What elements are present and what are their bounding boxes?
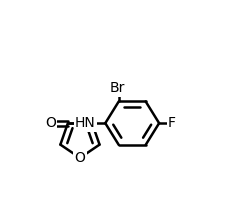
- Text: O: O: [45, 116, 56, 130]
- Text: Br: Br: [110, 81, 125, 95]
- Text: O: O: [74, 151, 85, 165]
- Text: F: F: [168, 116, 176, 130]
- Text: HN: HN: [75, 116, 96, 130]
